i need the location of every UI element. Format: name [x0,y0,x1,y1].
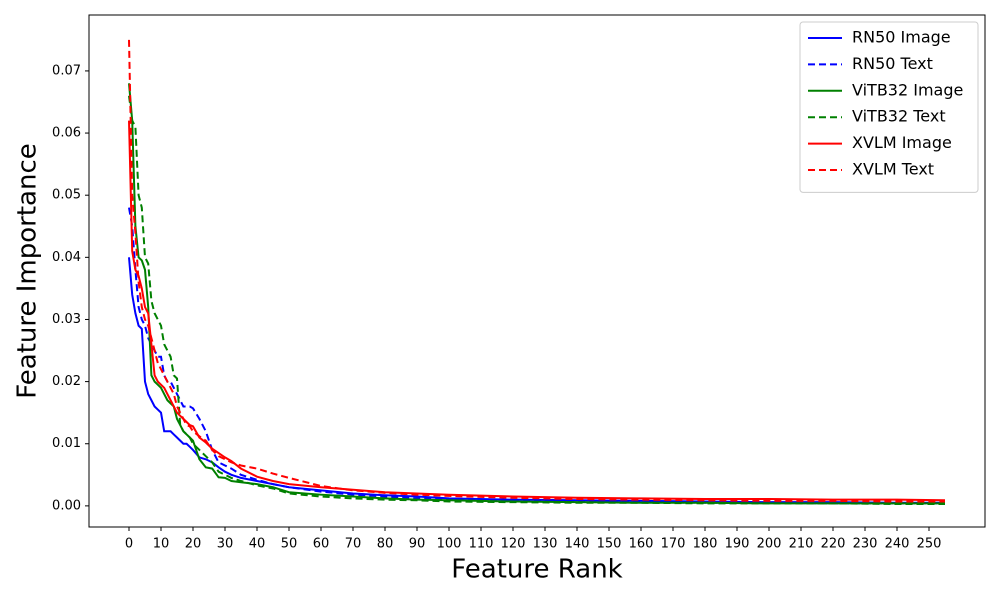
x-tick-label: 90 [409,537,426,552]
x-tick-label: 200 [757,537,782,552]
legend-label: XVLM Image [852,133,952,152]
legend-label: RN50 Image [852,28,951,47]
x-axis-label: Feature Rank [451,555,622,585]
x-tick-label: 100 [437,537,462,552]
x-tick-label: 210 [789,537,814,552]
x-tick-label: 70 [345,537,362,552]
y-tick-label: 0.03 [52,312,81,327]
x-tick-label: 250 [917,537,942,552]
x-tick-label: 50 [281,537,298,552]
legend-label: ViTB32 Image [852,80,963,99]
legend-label: ViTB32 Text [852,107,946,126]
x-tick-label: 130 [533,537,558,552]
x-tick-label: 230 [853,537,878,552]
y-axis-label: Feature Importance [13,143,43,399]
x-tick-label: 160 [629,537,654,552]
y-tick-label: 0.06 [52,126,81,141]
legend-label: XVLM Text [852,160,934,179]
legend-box [799,21,979,193]
x-tick-label: 170 [661,537,686,552]
x-tick-label: 40 [249,537,266,552]
x-tick-label: 60 [313,537,330,552]
y-tick-label: 0.01 [52,436,81,451]
plot-frame [88,14,986,528]
legend-label: RN50 Text [852,54,933,73]
x-tick-label: 80 [377,537,394,552]
series-line [128,207,945,505]
x-tick-label: 180 [693,537,718,552]
x-tick-label: 20 [185,537,202,552]
y-tick-label: 0.00 [52,498,81,513]
x-tick-label: 120 [501,537,526,552]
x-tick-label: 190 [725,537,750,552]
x-tick-label: 30 [217,537,234,552]
y-tick-label: 0.04 [52,250,81,265]
series-line [128,257,945,504]
x-tick-label: 140 [565,537,590,552]
series-line [128,95,945,506]
x-tick-label: 220 [821,537,846,552]
x-tick-label: 240 [885,537,910,552]
y-tick-label: 0.07 [52,63,81,78]
x-tick-label: 150 [597,537,622,552]
x-tick-label: 10 [153,537,170,552]
y-tick-label: 0.02 [52,374,81,389]
series-line [128,39,945,503]
x-tick-label: 110 [469,537,494,552]
series-line [128,120,946,502]
x-tick-label: 0 [125,537,133,552]
y-tick-label: 0.05 [52,188,81,203]
